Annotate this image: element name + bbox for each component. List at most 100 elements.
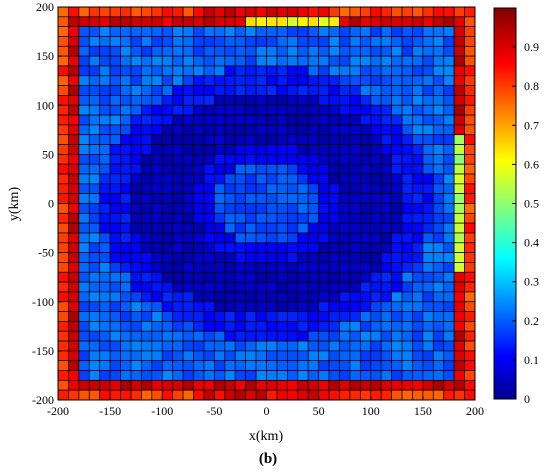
heatmap-cell [255, 95, 267, 106]
heatmap-cell [99, 104, 111, 116]
heatmap-cell [318, 242, 330, 253]
heatmap-cell [287, 301, 299, 312]
heatmap-cell [432, 26, 445, 37]
heatmap-cell [339, 16, 351, 27]
heatmap-cell [203, 104, 215, 116]
heatmap-cell [130, 203, 142, 214]
heatmap-cell [401, 389, 413, 401]
heatmap-cell [349, 85, 361, 96]
heatmap-cell [370, 114, 382, 126]
heatmap-cell [380, 114, 392, 126]
heatmap-cell [380, 222, 392, 234]
heatmap-cell [287, 173, 299, 185]
heatmap-cell [130, 262, 142, 273]
heatmap-cell [78, 380, 90, 391]
heatmap-cell [391, 271, 403, 283]
heatmap-cell [276, 36, 288, 47]
heatmap-cell [287, 350, 299, 362]
heatmap-cell [193, 301, 205, 312]
heatmap-cell [255, 350, 267, 362]
heatmap-cell [214, 124, 226, 136]
heatmap-cell [224, 281, 236, 293]
heatmap-cell [161, 95, 174, 106]
heatmap-cell [245, 370, 257, 381]
heatmap-cell [57, 291, 69, 303]
heatmap-cell [464, 262, 476, 273]
heatmap-cell [276, 232, 288, 244]
heatmap-cell [109, 95, 121, 106]
heatmap-cell [328, 193, 340, 204]
heatmap-cell [161, 173, 174, 185]
heatmap-cell [141, 193, 153, 204]
heatmap-cell [453, 340, 465, 352]
heatmap-cell [245, 281, 257, 293]
heatmap-cell [432, 360, 445, 371]
heatmap-cell [245, 104, 257, 116]
heatmap-cell [432, 85, 445, 96]
heatmap-cell [203, 330, 215, 342]
heatmap-cell [391, 380, 403, 391]
heatmap-cell [234, 16, 247, 27]
heatmap-cell [359, 380, 372, 391]
heatmap-cell [130, 163, 142, 175]
heatmap-cell [203, 144, 215, 155]
heatmap-cell [359, 134, 372, 145]
heatmap-cell [151, 203, 163, 214]
heatmap-cell [359, 36, 372, 47]
heatmap-cell [151, 370, 163, 381]
heatmap-cell [88, 321, 101, 332]
heatmap-cell [88, 360, 101, 371]
heatmap-cell [68, 144, 80, 155]
heatmap-cell [401, 321, 413, 332]
heatmap-cell [57, 6, 69, 18]
heatmap-cell [443, 144, 455, 155]
heatmap-cell [224, 262, 236, 273]
heatmap-cell [245, 242, 257, 253]
heatmap-cell [297, 370, 309, 381]
heatmap-cell [380, 271, 392, 283]
heatmap-cell [307, 252, 319, 263]
heatmap-cell [203, 55, 215, 67]
heatmap-cell [318, 45, 330, 57]
heatmap-cell [307, 124, 319, 136]
heatmap-cell [203, 380, 215, 391]
heatmap-cell [161, 360, 174, 371]
heatmap-cell [224, 85, 236, 96]
heatmap-cell [443, 330, 455, 342]
heatmap-cell [464, 252, 476, 263]
heatmap-cell [297, 380, 309, 391]
heatmap-cell [276, 154, 288, 165]
heatmap-cell [276, 222, 288, 234]
heatmap-cell [88, 222, 101, 234]
heatmap-cell [370, 311, 382, 322]
heatmap-cell [266, 26, 278, 37]
heatmap-cell [78, 311, 90, 322]
heatmap-cell [276, 75, 288, 86]
heatmap-cell [78, 85, 90, 96]
heatmap-cell [161, 380, 174, 391]
heatmap-cell [401, 222, 413, 234]
heatmap-cell [318, 360, 330, 371]
heatmap-cell [182, 134, 194, 145]
heatmap-cell [214, 163, 226, 175]
heatmap-cell [255, 65, 267, 77]
heatmap-cell [349, 173, 361, 185]
heatmap-cell [422, 350, 434, 362]
heatmap-cell [359, 193, 372, 204]
heatmap-cell [412, 154, 424, 165]
x-tick-label: -100 [151, 404, 173, 418]
heatmap-cell [266, 340, 278, 352]
heatmap-cell [172, 183, 184, 195]
heatmap-cell [88, 281, 101, 293]
heatmap-cell [359, 271, 372, 283]
heatmap-cell [422, 36, 434, 47]
heatmap-cell [370, 301, 382, 312]
heatmap-cell [349, 75, 361, 86]
heatmap-cell [464, 163, 476, 175]
heatmap-cell [266, 212, 278, 224]
heatmap-cell [78, 163, 90, 175]
heatmap-cell [172, 26, 184, 37]
heatmap-cell [255, 144, 267, 155]
heatmap-cell [453, 154, 465, 165]
heatmap-cell [234, 65, 247, 77]
